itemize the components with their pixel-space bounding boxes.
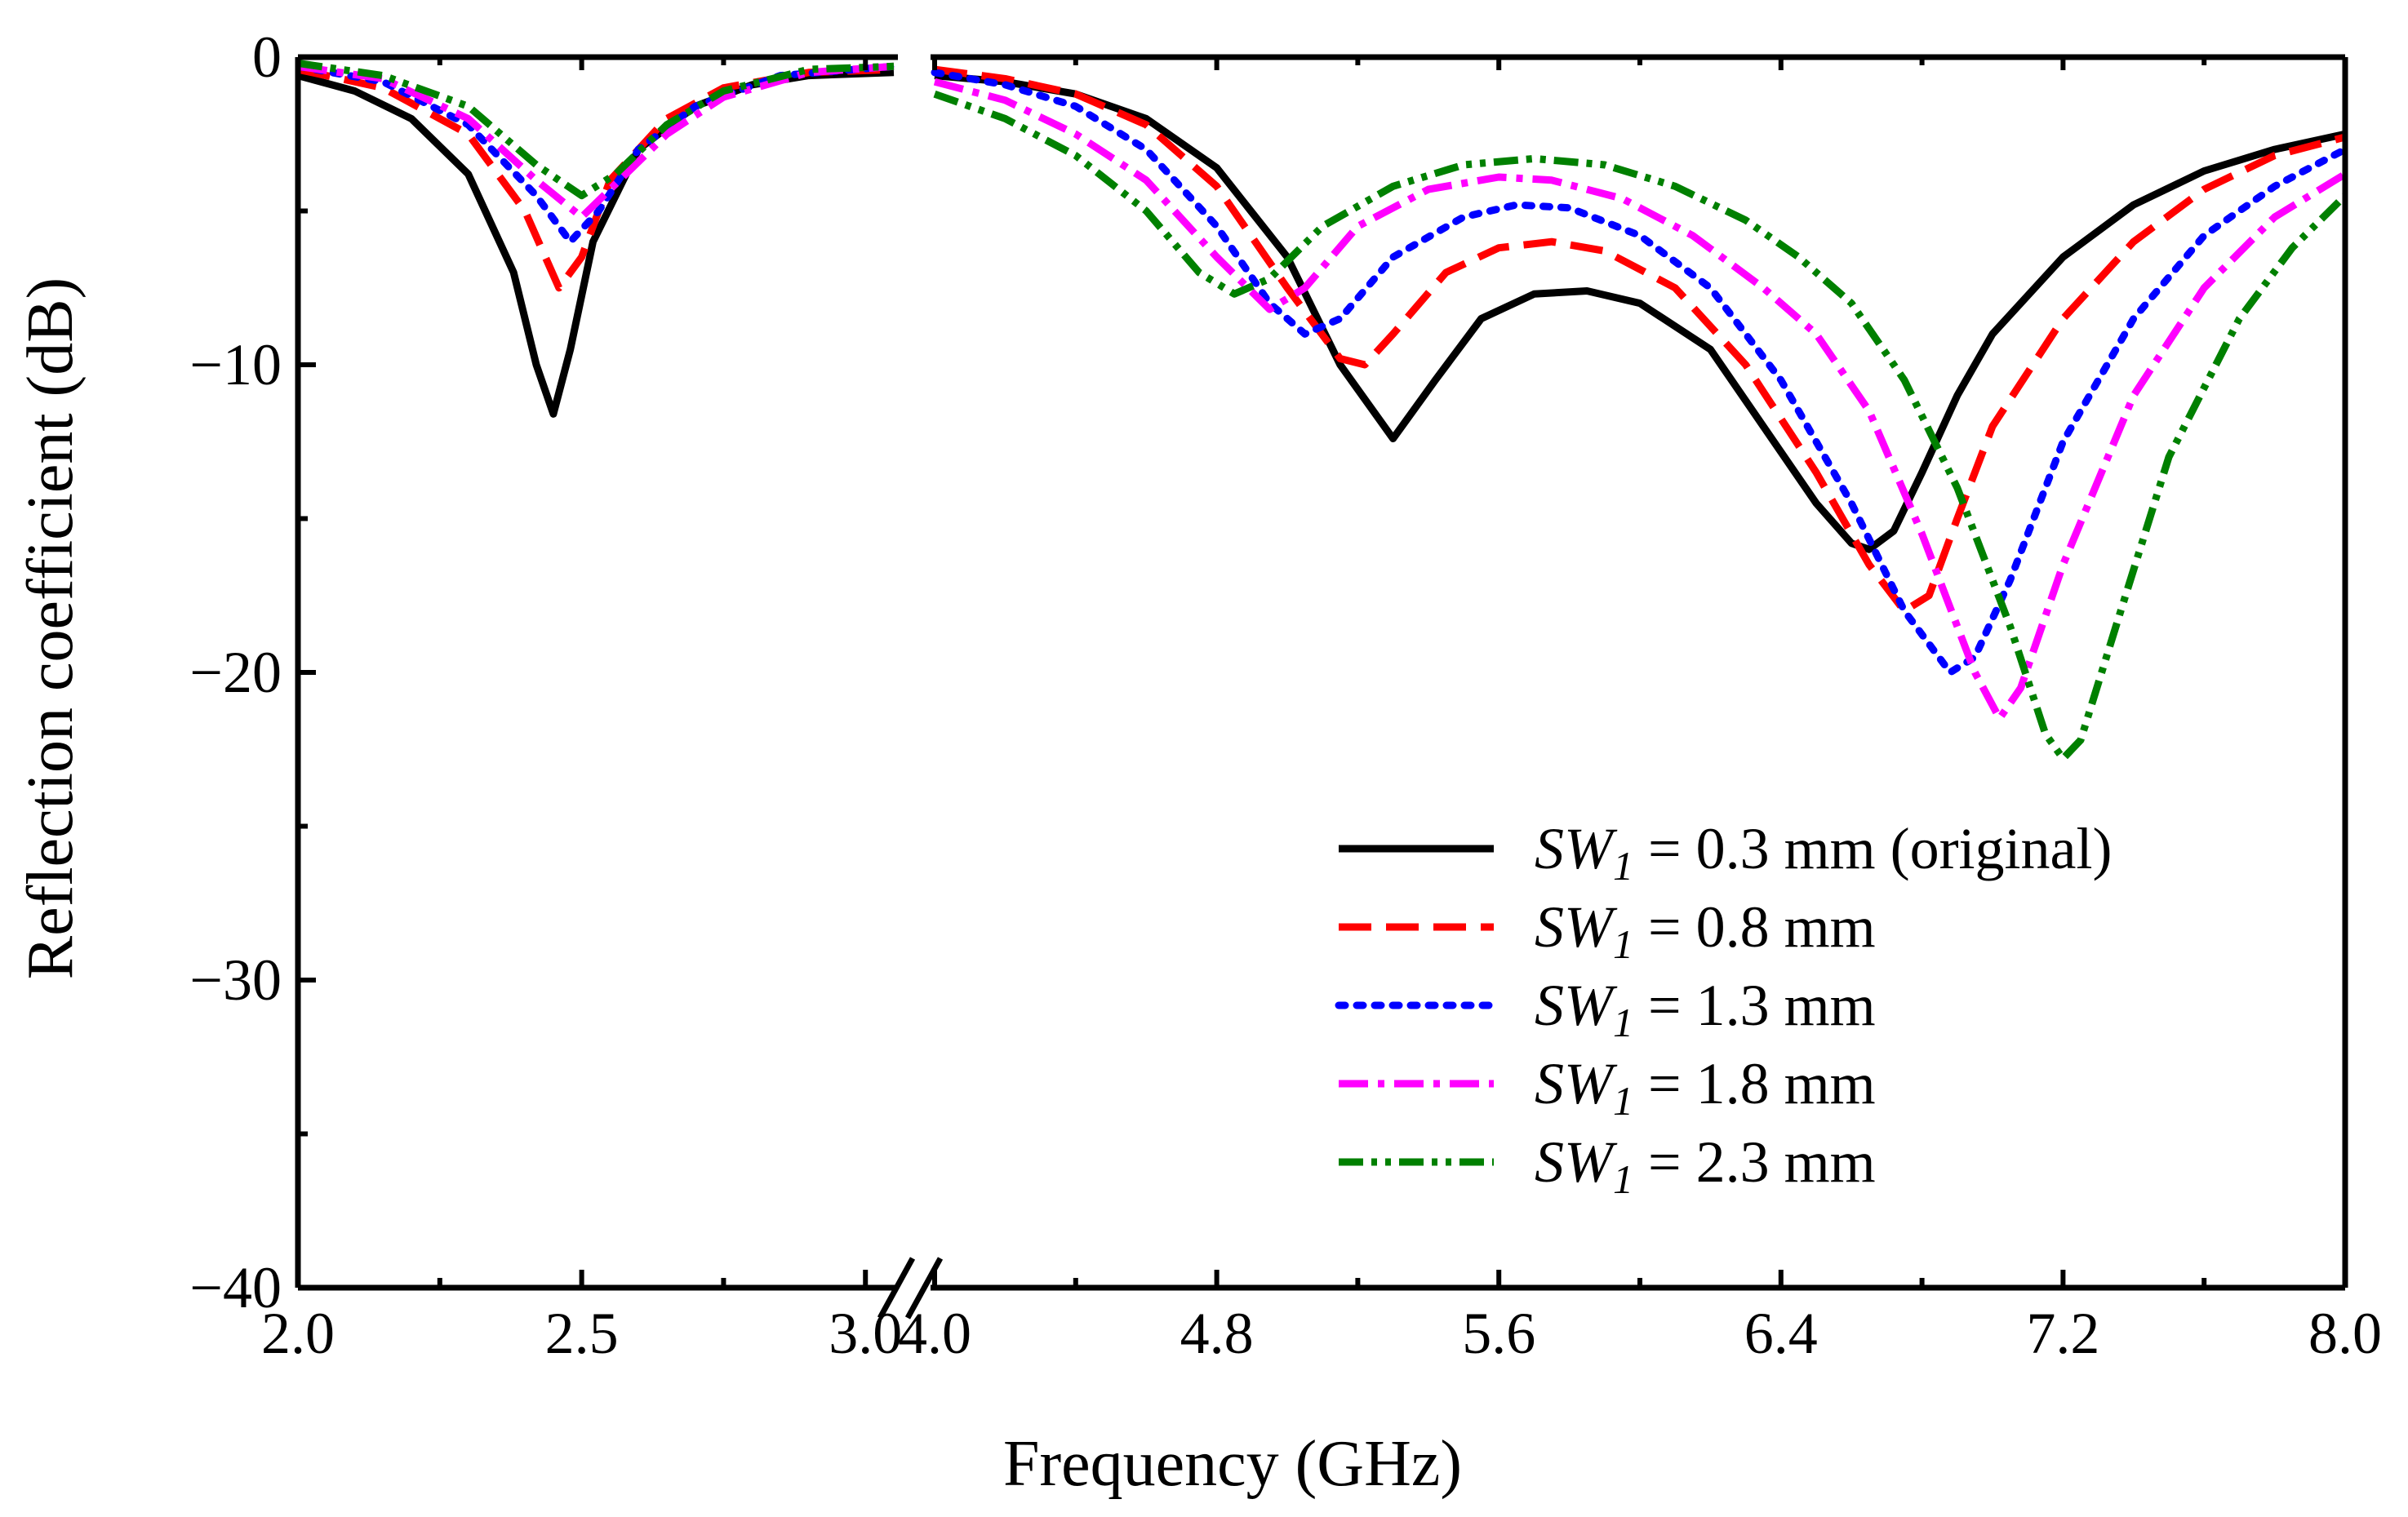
- series-5-line-1: [298, 60, 895, 200]
- y-tick-label: 0: [252, 24, 282, 90]
- x-tick-label: 2.5: [545, 1301, 619, 1366]
- y-tick-label: −20: [189, 640, 282, 705]
- x-tick-label: 2.0: [261, 1301, 335, 1366]
- legend-label-5: SW1 = 2.3 mm: [1535, 1129, 1876, 1202]
- axis-break-mark: [877, 1257, 916, 1320]
- x-tick-label: 6.4: [1744, 1301, 1818, 1366]
- legend-label-2: SW1 = 0.8 mm: [1535, 894, 1876, 967]
- y-tick-label: −30: [189, 947, 282, 1013]
- series-4-line-2: [933, 78, 2345, 722]
- x-tick-label: 3.0: [829, 1301, 902, 1366]
- series-5: [298, 60, 2345, 763]
- series-2: [298, 65, 2345, 615]
- legend-label-4: SW1 = 1.8 mm: [1535, 1051, 1876, 1124]
- legend-label-1: SW1 = 0.3 mm (original): [1535, 816, 2113, 889]
- series-4-line-1: [298, 62, 895, 221]
- series-2-line-2: [934, 65, 2345, 615]
- x-tick-label: 5.6: [1462, 1301, 1535, 1366]
- x-axis-title: Frequency (GHz): [1003, 1428, 1462, 1500]
- legend-label-3: SW1 = 1.3 mm: [1535, 973, 1876, 1045]
- series-5-line-2: [933, 90, 2345, 763]
- x-tick-label: 7.2: [2026, 1301, 2099, 1366]
- series-3-line-1: [298, 62, 898, 246]
- x-tick-label: 8.0: [2308, 1301, 2382, 1366]
- y-tick-label: −10: [189, 332, 282, 397]
- series-3: [298, 62, 2345, 676]
- x-tick-label: 4.8: [1180, 1301, 1254, 1366]
- series-1-line-2: [934, 72, 2345, 553]
- series-2-line-1: [298, 65, 895, 292]
- series-3-line-2: [931, 69, 2345, 676]
- axis-break-mark: [904, 1257, 944, 1320]
- y-axis-title: Reflection coefficient (dB): [15, 277, 87, 979]
- y-tick-label: −40: [189, 1255, 282, 1320]
- x-tick-label: 4.0: [898, 1301, 971, 1366]
- series-4: [298, 62, 2345, 722]
